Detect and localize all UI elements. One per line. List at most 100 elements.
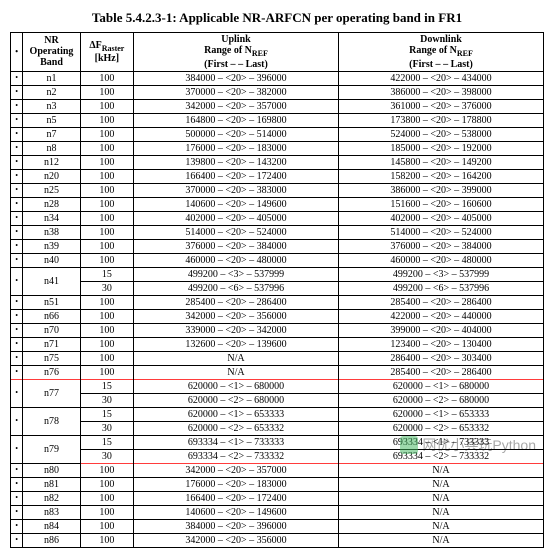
wechat-icon: [400, 436, 418, 454]
uplink-cell: 620000 – <2> – 653332: [133, 421, 338, 435]
row-bullet: •: [11, 141, 23, 155]
raster-cell: 100: [80, 169, 133, 183]
row-bullet: •: [11, 239, 23, 253]
downlink-cell: 620000 – <2> – 680000: [338, 393, 543, 407]
downlink-cell: 285400 – <20> – 286400: [338, 365, 543, 379]
downlink-cell: N/A: [338, 463, 543, 477]
row-bullet: •: [11, 323, 23, 337]
raster-cell: 15: [80, 379, 133, 393]
downlink-cell: 158200 – <20> – 164200: [338, 169, 543, 183]
row-bullet: •: [11, 113, 23, 127]
band-cell: n71: [23, 337, 80, 351]
row-bullet: •: [11, 155, 23, 169]
raster-cell: 100: [80, 477, 133, 491]
watermark: 网优小兵玩Python: [400, 435, 536, 455]
row-bullet: •: [11, 183, 23, 197]
band-cell: n76: [23, 365, 80, 379]
uplink-cell: 285400 – <20> – 286400: [133, 295, 338, 309]
band-cell: n7: [23, 127, 80, 141]
row-bullet: •: [11, 85, 23, 99]
uplink-cell: 166400 – <20> – 172400: [133, 169, 338, 183]
raster-cell: 100: [80, 337, 133, 351]
uplink-cell: 460000 – <20> – 480000: [133, 253, 338, 267]
band-cell: n8: [23, 141, 80, 155]
band-cell: n81: [23, 477, 80, 491]
uplink-cell: 176000 – <20> – 183000: [133, 141, 338, 155]
downlink-cell: 123400 – <20> – 130400: [338, 337, 543, 351]
downlink-cell: 620000 – <1> – 680000: [338, 379, 543, 393]
raster-cell: 30: [80, 281, 133, 295]
band-cell: n77: [23, 379, 80, 407]
uplink-cell: 370000 – <20> – 382000: [133, 85, 338, 99]
raster-cell: 100: [80, 197, 133, 211]
band-cell: n66: [23, 309, 80, 323]
uplink-cell: 139800 – <20> – 143200: [133, 155, 338, 169]
row-bullet: •: [11, 351, 23, 365]
row-bullet: •: [11, 533, 23, 547]
downlink-cell: 620000 – <1> – 653333: [338, 407, 543, 421]
downlink-cell: N/A: [338, 533, 543, 547]
raster-cell: 100: [80, 155, 133, 169]
uplink-cell: 500000 – <20> – 514000: [133, 127, 338, 141]
raster-cell: 100: [80, 239, 133, 253]
raster-cell: 100: [80, 365, 133, 379]
band-cell: n20: [23, 169, 80, 183]
downlink-cell: 499200 – <3> – 537999: [338, 267, 543, 281]
band-cell: n41: [23, 267, 80, 295]
band-cell: n80: [23, 463, 80, 477]
downlink-cell: 402000 – <20> – 405000: [338, 211, 543, 225]
band-cell: n28: [23, 197, 80, 211]
band-cell: n70: [23, 323, 80, 337]
row-bullet: •: [11, 407, 23, 435]
band-cell: n78: [23, 407, 80, 435]
row-bullet: •: [11, 435, 23, 463]
downlink-cell: N/A: [338, 491, 543, 505]
band-cell: n79: [23, 435, 80, 463]
raster-cell: 15: [80, 435, 133, 449]
band-cell: n12: [23, 155, 80, 169]
uplink-cell: 140600 – <20> – 149600: [133, 197, 338, 211]
downlink-cell: 422000 – <20> – 440000: [338, 309, 543, 323]
uplink-cell: 342000 – <20> – 357000: [133, 463, 338, 477]
raster-cell: 100: [80, 505, 133, 519]
raster-cell: 100: [80, 463, 133, 477]
raster-cell: 100: [80, 309, 133, 323]
raster-cell: 100: [80, 323, 133, 337]
band-cell: n25: [23, 183, 80, 197]
raster-cell: 100: [80, 71, 133, 85]
watermark-text: 网优小兵玩Python: [422, 435, 536, 455]
downlink-cell: 151600 – <20> – 160600: [338, 197, 543, 211]
downlink-cell: 399000 – <20> – 404000: [338, 323, 543, 337]
uplink-cell: 164800 – <20> – 169800: [133, 113, 338, 127]
downlink-cell: 524000 – <20> – 538000: [338, 127, 543, 141]
raster-cell: 30: [80, 393, 133, 407]
raster-cell: 100: [80, 491, 133, 505]
uplink-cell: 499200 – <3> – 537999: [133, 267, 338, 281]
uplink-cell: 384000 – <20> – 396000: [133, 71, 338, 85]
table-body: •n1100384000 – <20> – 396000422000 – <20…: [11, 71, 544, 547]
row-bullet: •: [11, 309, 23, 323]
downlink-cell: 361000 – <20> – 376000: [338, 99, 543, 113]
uplink-cell: 342000 – <20> – 357000: [133, 99, 338, 113]
band-cell: n38: [23, 225, 80, 239]
row-bullet: •: [11, 225, 23, 239]
uplink-cell: 402000 – <20> – 405000: [133, 211, 338, 225]
band-cell: n75: [23, 351, 80, 365]
band-cell: n40: [23, 253, 80, 267]
arfcn-table: • NROperatingBand ΔFRaster[kHz] UplinkRa…: [10, 32, 544, 548]
raster-cell: 100: [80, 141, 133, 155]
uplink-cell: 342000 – <20> – 356000: [133, 533, 338, 547]
downlink-cell: N/A: [338, 505, 543, 519]
downlink-cell: N/A: [338, 519, 543, 533]
uplink-cell: N/A: [133, 351, 338, 365]
raster-cell: 100: [80, 211, 133, 225]
row-bullet: •: [11, 267, 23, 295]
table-title: Table 5.4.2.3-1: Applicable NR-ARFCN per…: [10, 10, 544, 26]
downlink-cell: 173800 – <20> – 178800: [338, 113, 543, 127]
row-bullet: •: [11, 365, 23, 379]
band-cell: n84: [23, 519, 80, 533]
row-bullet: •: [11, 379, 23, 407]
row-bullet: •: [11, 169, 23, 183]
uplink-cell: 140600 – <20> – 149600: [133, 505, 338, 519]
uplink-cell: 376000 – <20> – 384000: [133, 239, 338, 253]
